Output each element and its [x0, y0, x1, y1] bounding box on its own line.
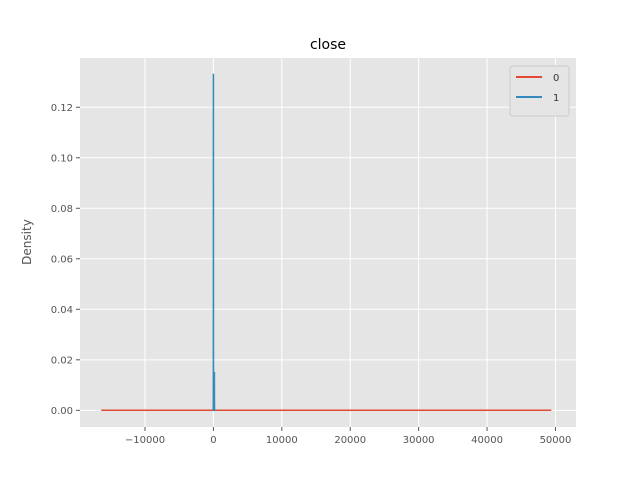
x-tick-label: 0: [210, 435, 216, 446]
legend-label: 0: [553, 73, 559, 84]
y-axis-ticks: 0.00 0.02 0.04 0.06 0.08 0.10 0.12: [51, 103, 80, 417]
x-tick-label: 10000: [266, 435, 298, 446]
y-tick-label: 0.00: [51, 406, 73, 417]
y-tick-label: 0.08: [51, 204, 73, 215]
x-tick-label: 40000: [471, 435, 503, 446]
legend-label: 1: [553, 93, 559, 104]
y-tick-label: 0.04: [51, 305, 73, 316]
legend: 01: [509, 65, 570, 117]
plot-area: [80, 58, 576, 427]
y-axis-title: Density: [20, 219, 34, 265]
y-tick-label: 0.06: [51, 254, 73, 265]
x-tick-label: 20000: [334, 435, 366, 446]
x-tick-label: 30000: [403, 435, 435, 446]
x-tick-label: 50000: [540, 435, 572, 446]
chart-title: close: [310, 37, 346, 53]
y-tick-label: 0.10: [51, 153, 73, 164]
x-tick-label: −10000: [125, 435, 165, 446]
legend-frame: [509, 65, 570, 117]
x-axis-ticks: −10000 0 10000 20000 30000 40000 50000: [125, 427, 571, 446]
y-tick-label: 0.02: [51, 355, 73, 366]
series-lines: [101, 73, 552, 412]
y-tick-label: 0.12: [51, 103, 73, 114]
